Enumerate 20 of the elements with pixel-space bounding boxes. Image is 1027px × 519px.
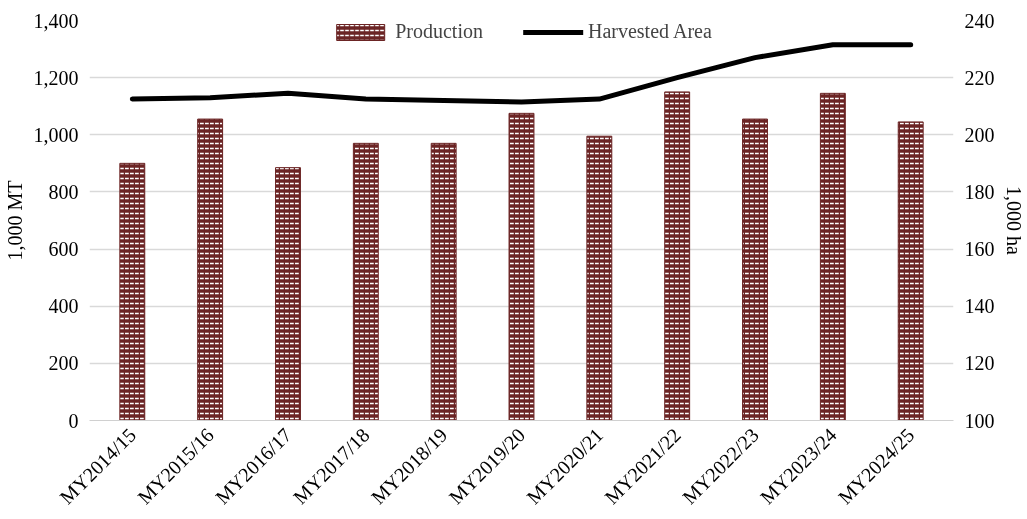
y-tick-label: 200 <box>48 352 79 375</box>
y-tick-label: 800 <box>48 180 79 203</box>
y2-tick-label: 160 <box>964 238 995 261</box>
legend-label: Production <box>395 20 483 43</box>
y-axis-title: 1,000 MT <box>3 180 26 261</box>
y-tick-label: 1,000 <box>33 123 79 146</box>
y2-axis-title: 1,000 ha <box>1002 186 1025 256</box>
y-tick-label: 0 <box>68 409 79 432</box>
legend-label: Harvested Area <box>587 20 712 43</box>
y-tick-label: 1,400 <box>33 9 79 32</box>
y-tick-label: 400 <box>48 295 79 318</box>
y2-tick-label: 240 <box>964 9 995 32</box>
y2-tick-label: 140 <box>964 295 995 318</box>
y2-tick-label: 100 <box>964 409 995 432</box>
y-tick-label: 1,200 <box>33 66 79 89</box>
y2-tick-label: 220 <box>964 66 995 89</box>
y2-tick-label: 180 <box>964 180 995 203</box>
y2-tick-label: 120 <box>964 352 995 375</box>
y-tick-label: 600 <box>48 238 79 261</box>
y2-tick-label: 200 <box>964 123 995 146</box>
